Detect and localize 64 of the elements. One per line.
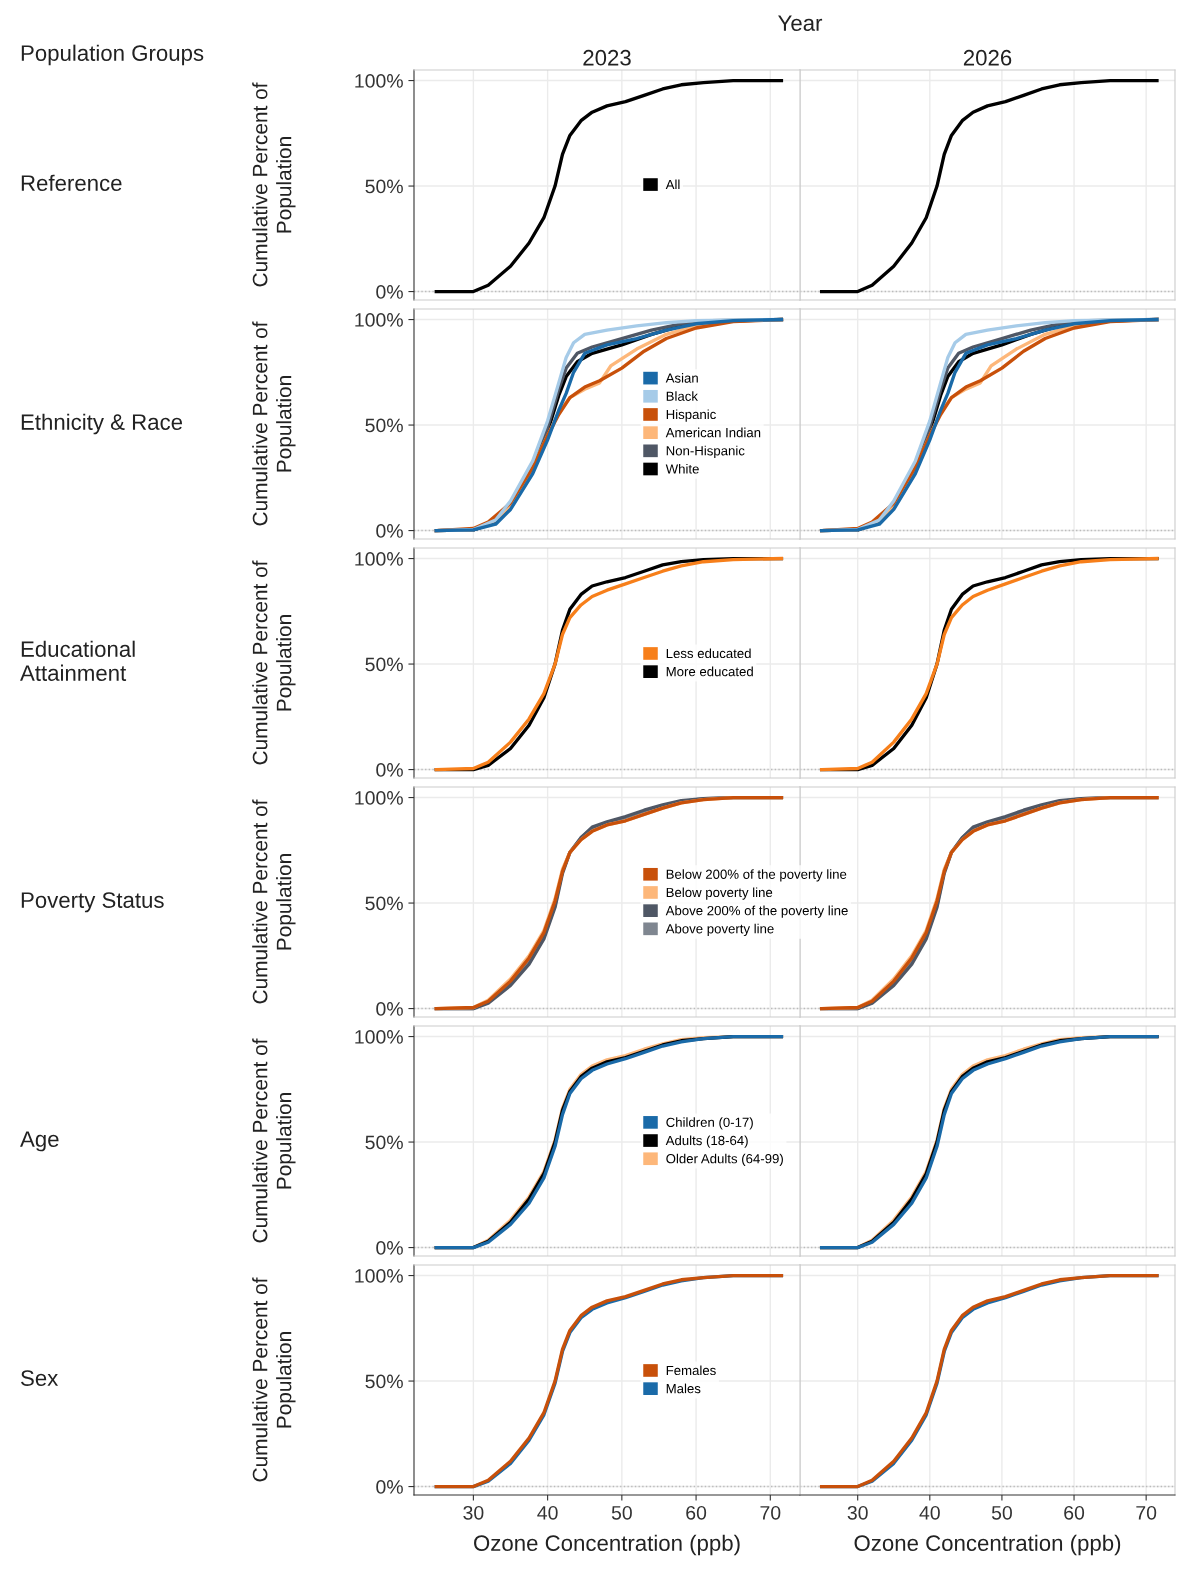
text: Age bbox=[20, 1131, 59, 1152]
text: Sex bbox=[21, 1370, 59, 1386]
y-tick-label: 50% bbox=[365, 657, 403, 672]
y-tick-label: 100% bbox=[355, 552, 403, 566]
legend-label: Above 200% of the poverty line bbox=[665, 905, 848, 918]
legend-label: All bbox=[665, 179, 680, 190]
legend-label: Hispanic bbox=[666, 409, 716, 422]
x-tick-label: 30 bbox=[463, 1505, 484, 1520]
x-axis-title: Ozone Concentration (ppb) bbox=[854, 1534, 1121, 1556]
legend-label: Asian bbox=[665, 373, 698, 383]
y-tick-label: 0% bbox=[376, 1480, 403, 1494]
y-tick-label: 50% bbox=[365, 1374, 403, 1389]
y-tick-label: 50% bbox=[365, 179, 403, 194]
legend-label: Males bbox=[666, 1383, 701, 1394]
legend-label: Below 200% of the poverty line bbox=[666, 869, 847, 882]
y-axis-title: Cumulative Percent of Population bbox=[252, 1038, 296, 1243]
x-axis-title: Ozone Concentration (ppb) bbox=[474, 1534, 740, 1556]
x-tick-label: 40 bbox=[919, 1505, 940, 1520]
y-tick-label: 0% bbox=[376, 763, 403, 777]
text: Reference bbox=[21, 174, 122, 191]
y-tick-label: 50% bbox=[365, 418, 403, 433]
legend-label: Above poverty line bbox=[665, 923, 774, 937]
legend-label: Non-Hispanic bbox=[666, 445, 745, 459]
y-tick-label: 0% bbox=[376, 285, 403, 299]
x-tick-label: 70 bbox=[1136, 1505, 1157, 1520]
text: Population Groups bbox=[21, 44, 204, 66]
y-tick-label: 50% bbox=[365, 1135, 403, 1150]
legend-label: Black bbox=[666, 391, 698, 401]
y-axis-title: Cumulative Percent of Population bbox=[252, 560, 296, 765]
y-tick-label: 100% bbox=[355, 313, 403, 327]
x-tick-label: 40 bbox=[537, 1505, 558, 1520]
x-tick-label: 60 bbox=[1064, 1505, 1085, 1520]
x-tick-label: 50 bbox=[991, 1505, 1012, 1520]
y-tick-label: 50% bbox=[365, 896, 403, 911]
x-tick-label: 70 bbox=[760, 1505, 781, 1520]
y-axis-title: Cumulative Percent of Population bbox=[252, 799, 296, 1004]
y-tick-label: 100% bbox=[355, 791, 403, 805]
y-tick-label: 100% bbox=[355, 1030, 403, 1044]
legend-label: Below poverty line bbox=[666, 887, 773, 900]
text: Educational Attainment bbox=[20, 640, 135, 681]
text: Year bbox=[778, 15, 823, 31]
legend-label: Adults (18-64) bbox=[665, 1135, 748, 1148]
y-axis-title: Cumulative Percent of Population bbox=[252, 1277, 296, 1482]
legend-label: American Indian bbox=[665, 427, 761, 438]
chart-title: 2023 bbox=[583, 49, 631, 66]
y-tick-label: 100% bbox=[355, 1269, 403, 1283]
chart-title: 2026 bbox=[963, 49, 1012, 66]
y-tick-label: 100% bbox=[355, 74, 403, 88]
text: Poverty Status bbox=[21, 892, 164, 913]
y-axis-title: Cumulative Percent of Population bbox=[252, 321, 296, 526]
y-axis-title: Cumulative Percent of Population bbox=[252, 82, 296, 287]
legend-label: White bbox=[665, 463, 699, 474]
legend-label: More educated bbox=[666, 666, 753, 677]
legend-label: Children (0-17) bbox=[666, 1117, 753, 1130]
y-tick-label: 0% bbox=[376, 1241, 403, 1255]
legend-label: Females bbox=[666, 1365, 716, 1376]
y-tick-label: 0% bbox=[376, 524, 403, 538]
x-tick-label: 30 bbox=[847, 1505, 868, 1520]
text: Ethnicity & Race bbox=[21, 413, 183, 435]
legend-label: Less educated bbox=[666, 648, 751, 659]
legend-label: Older Adults (64-99) bbox=[666, 1153, 783, 1166]
y-tick-label: 0% bbox=[376, 1002, 403, 1016]
x-tick-label: 50 bbox=[611, 1505, 632, 1520]
x-tick-label: 60 bbox=[686, 1505, 707, 1520]
